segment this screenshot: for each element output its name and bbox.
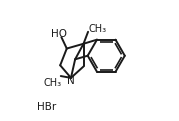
Text: HBr: HBr	[37, 102, 56, 112]
Text: CH₃: CH₃	[44, 78, 62, 88]
Text: CH₃: CH₃	[88, 24, 107, 34]
Text: HO: HO	[51, 29, 67, 39]
Text: N: N	[67, 76, 75, 86]
